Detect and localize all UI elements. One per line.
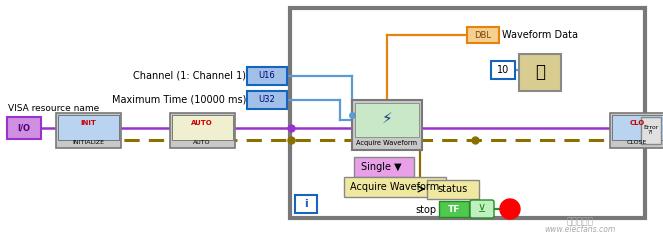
Text: 10: 10 — [497, 65, 509, 75]
Text: AUTO: AUTO — [193, 140, 211, 146]
FancyBboxPatch shape — [354, 157, 414, 177]
Text: U16: U16 — [259, 72, 275, 80]
Circle shape — [500, 199, 520, 219]
Text: Single ▼: Single ▼ — [361, 162, 401, 172]
FancyBboxPatch shape — [467, 27, 499, 43]
FancyBboxPatch shape — [295, 195, 317, 213]
Text: I/O: I/O — [17, 123, 30, 132]
Text: CLO: CLO — [629, 120, 644, 126]
Text: Channel (1: Channel 1): Channel (1: Channel 1) — [133, 71, 246, 81]
FancyBboxPatch shape — [344, 177, 446, 197]
Text: INIT: INIT — [80, 120, 96, 126]
FancyBboxPatch shape — [247, 91, 287, 109]
Text: 电子发烧友: 电子发烧友 — [567, 218, 593, 227]
FancyBboxPatch shape — [491, 61, 515, 79]
FancyBboxPatch shape — [612, 115, 663, 140]
FancyBboxPatch shape — [439, 201, 469, 217]
Text: INITIALIZE: INITIALIZE — [72, 140, 104, 146]
FancyBboxPatch shape — [56, 113, 121, 148]
FancyBboxPatch shape — [519, 54, 561, 91]
FancyBboxPatch shape — [470, 200, 494, 218]
Text: Waveform Data: Waveform Data — [502, 30, 578, 40]
FancyBboxPatch shape — [247, 67, 287, 85]
Text: status: status — [438, 184, 468, 194]
FancyBboxPatch shape — [641, 117, 661, 144]
FancyBboxPatch shape — [58, 115, 119, 140]
Text: DBL: DBL — [475, 30, 491, 39]
Text: U32: U32 — [259, 96, 275, 105]
Text: Maximum Time (10000 ms): Maximum Time (10000 ms) — [111, 95, 246, 105]
FancyBboxPatch shape — [352, 100, 422, 150]
Text: i: i — [304, 199, 308, 209]
Text: TF: TF — [448, 205, 460, 214]
FancyBboxPatch shape — [172, 115, 233, 140]
Text: Acquire Waveform: Acquire Waveform — [350, 182, 440, 192]
Text: ⚡: ⚡ — [382, 110, 392, 126]
Text: Error
?!: Error ?! — [643, 125, 658, 135]
Text: AUTO: AUTO — [191, 120, 213, 126]
FancyBboxPatch shape — [355, 103, 419, 137]
Text: CLOSE: CLOSE — [627, 140, 647, 146]
Text: Acquire Waveform: Acquire Waveform — [357, 140, 418, 146]
Text: stop: stop — [415, 205, 436, 215]
Text: www.elecfans.com: www.elecfans.com — [544, 226, 616, 235]
FancyBboxPatch shape — [610, 113, 663, 148]
FancyBboxPatch shape — [7, 117, 41, 139]
Text: ⊻: ⊻ — [478, 204, 486, 214]
Text: 📊: 📊 — [535, 63, 545, 81]
FancyBboxPatch shape — [427, 180, 479, 199]
FancyBboxPatch shape — [170, 113, 235, 148]
Text: VISA resource name: VISA resource name — [8, 104, 99, 113]
